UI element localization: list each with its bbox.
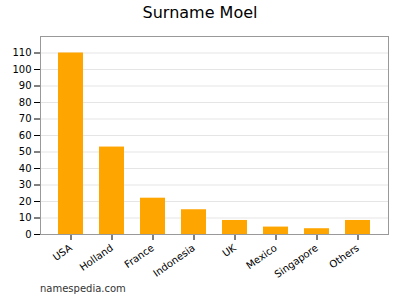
svg-text:30: 30: [19, 179, 32, 190]
svg-text:Mexico: Mexico: [244, 242, 279, 271]
svg-text:0: 0: [25, 229, 31, 240]
svg-text:UK: UK: [220, 242, 238, 259]
svg-text:20: 20: [19, 196, 32, 207]
svg-text:50: 50: [19, 146, 32, 157]
svg-text:10: 10: [19, 212, 32, 223]
svg-text:90: 90: [19, 80, 32, 91]
svg-text:France: France: [122, 242, 156, 270]
svg-text:70: 70: [19, 113, 32, 124]
svg-text:100: 100: [12, 64, 31, 75]
svg-text:110: 110: [12, 47, 31, 58]
svg-text:60: 60: [19, 130, 32, 141]
html-text:namespedia.com: namespedia.com: [40, 283, 126, 294]
svg-text:USA: USA: [51, 242, 74, 263]
svg-text:80: 80: [19, 97, 32, 108]
svg-text:Singapore: Singapore: [272, 242, 320, 280]
svg-text:40: 40: [19, 163, 32, 174]
svg-text:Holland: Holland: [78, 242, 115, 273]
svg-text:Indonesia: Indonesia: [151, 242, 197, 279]
html-text:Surname Moel: Surname Moel: [142, 3, 258, 22]
svg-text:Others: Others: [327, 242, 361, 270]
